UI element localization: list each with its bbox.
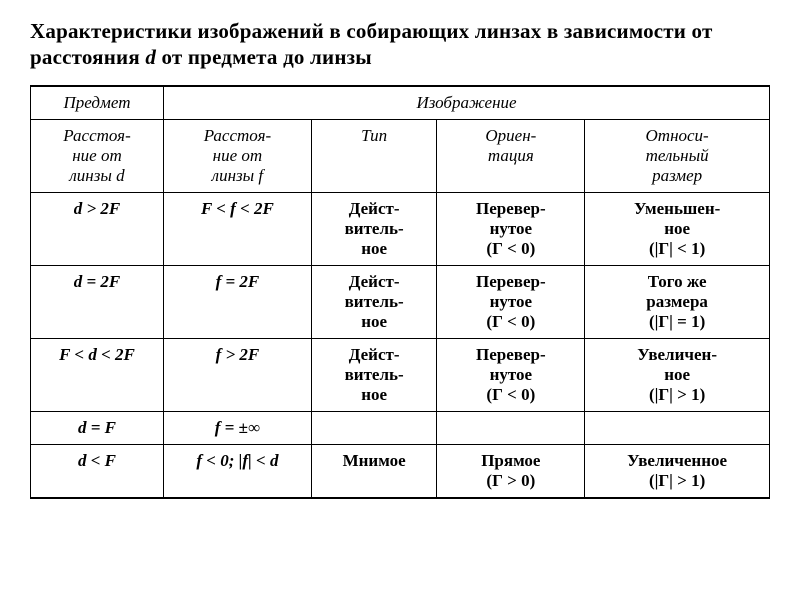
table-cell bbox=[311, 411, 437, 444]
table-cell: Увеличен-ное(|Г| > 1) bbox=[585, 338, 770, 411]
table-cell: d = F bbox=[31, 411, 164, 444]
table-cell: Дейст-витель-ное bbox=[311, 192, 437, 265]
table-cell: Мнимое bbox=[311, 444, 437, 498]
table-cell: f = ±∞ bbox=[164, 411, 312, 444]
table-cell: Перевер-нутое(Г < 0) bbox=[437, 192, 585, 265]
table-cell: d > 2F bbox=[31, 192, 164, 265]
table-cell: f < 0; |f| < d bbox=[164, 444, 312, 498]
table-row: d = Ff = ±∞ bbox=[31, 411, 770, 444]
table-cell: f = 2F bbox=[164, 265, 312, 338]
table-row: d < Ff < 0; |f| < dМнимоеПрямое(Г > 0)Ув… bbox=[31, 444, 770, 498]
header-image-dist: Расстоя-ние отлинзы f bbox=[164, 119, 312, 192]
table-row: F < d < 2Ff > 2FДейст-витель-ноеПеревер-… bbox=[31, 338, 770, 411]
table-cell: F < f < 2F bbox=[164, 192, 312, 265]
table-cell: Прямое(Г > 0) bbox=[437, 444, 585, 498]
table-cell: f > 2F bbox=[164, 338, 312, 411]
table-cell: Перевер-нутое(Г < 0) bbox=[437, 338, 585, 411]
table-row: d > 2FF < f < 2FДейст-витель-ноеПеревер-… bbox=[31, 192, 770, 265]
lens-table: Предмет Изображение Расстоя-ние отлинзы … bbox=[30, 85, 770, 499]
table-cell bbox=[585, 411, 770, 444]
page-title: Характеристики изображений в собирающих … bbox=[30, 18, 770, 71]
header-image: Изображение bbox=[164, 86, 770, 120]
header-object: Предмет bbox=[31, 86, 164, 120]
header-object-dist: Расстоя-ние отлинзы d bbox=[31, 119, 164, 192]
table-cell: Того жеразмера(|Г| = 1) bbox=[585, 265, 770, 338]
table-cell: d = 2F bbox=[31, 265, 164, 338]
table-row: d = 2Ff = 2FДейст-витель-ноеПеревер-нуто… bbox=[31, 265, 770, 338]
header-type: Тип bbox=[311, 119, 437, 192]
table-cell bbox=[437, 411, 585, 444]
table-cell: Уменьшен-ное(|Г| < 1) bbox=[585, 192, 770, 265]
table-cell: Увеличенное(|Г| > 1) bbox=[585, 444, 770, 498]
header-orientation: Ориен-тация bbox=[437, 119, 585, 192]
table-body: d > 2FF < f < 2FДейст-витель-ноеПеревер-… bbox=[31, 192, 770, 498]
table-cell: Дейст-витель-ное bbox=[311, 265, 437, 338]
table-cell: Перевер-нутое(Г < 0) bbox=[437, 265, 585, 338]
table-cell: F < d < 2F bbox=[31, 338, 164, 411]
table-cell: Дейст-витель-ное bbox=[311, 338, 437, 411]
table-cell: d < F bbox=[31, 444, 164, 498]
header-relsize: Относи-тельныйразмер bbox=[585, 119, 770, 192]
